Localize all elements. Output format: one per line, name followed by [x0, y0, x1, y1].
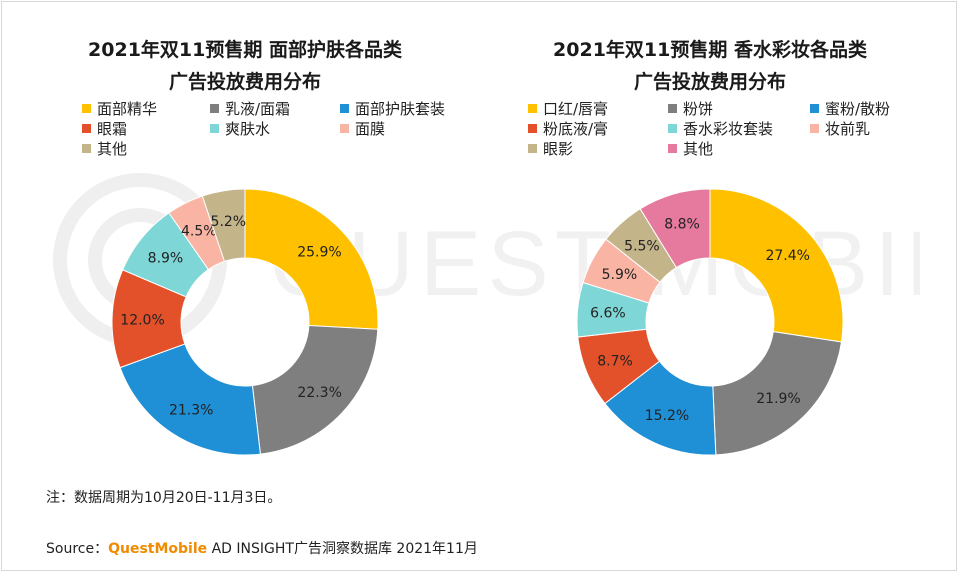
chart-1-title: 2021年双11预售期 面部护肤各品类 广告投放费用分布	[40, 34, 450, 98]
legend-swatch	[340, 124, 349, 133]
chart-1-title-line2: 广告投放费用分布	[168, 71, 321, 93]
footnote: 注：数据周期为10月20日-11月3日。	[46, 490, 282, 506]
donut-slice-1	[244, 188, 379, 330]
legend-item-2: 乳液/面霜	[210, 99, 290, 119]
data-label-6: 4.5%	[181, 224, 217, 240]
legend-label: 其他	[683, 140, 714, 158]
legend-item-1: 面部精华	[82, 99, 157, 119]
legend-item-2: 粉饼	[668, 99, 713, 119]
legend-item-8: 其他	[668, 139, 713, 159]
legend-swatch	[340, 104, 349, 113]
legend-item-4: 粉底液/膏	[528, 119, 608, 139]
legend-swatch	[810, 104, 819, 113]
chart-1-legend: 面部精华 乳液/面霜 面部护肤套装眼霜 爽肤水 面膜其他	[82, 99, 482, 161]
legend-label: 口红/唇膏	[543, 100, 609, 118]
legend-item-7: 其他	[82, 139, 127, 159]
legend-swatch	[810, 124, 819, 133]
legend-label: 面部精华	[97, 100, 158, 118]
data-label-5: 8.9%	[148, 250, 184, 266]
legend-swatch	[210, 124, 219, 133]
source-rest: AD INSIGHT广告洞察数据库 2021年11月	[207, 541, 478, 557]
data-label-3: 15.2%	[645, 408, 689, 424]
donut-slice-2	[251, 324, 379, 455]
legend-label: 眼影	[543, 140, 574, 158]
data-label-2: 22.3%	[297, 385, 341, 401]
source-prefix: Source：	[46, 541, 109, 557]
chart-1-title-line1: 2021年双11预售期 面部护肤各品类	[88, 39, 402, 61]
legend-swatch	[82, 144, 91, 153]
legend-label: 面部护肤套装	[355, 100, 446, 118]
data-label-8: 8.8%	[664, 216, 700, 232]
donut-slice-7	[201, 188, 246, 263]
legend-swatch	[528, 124, 537, 133]
legend-swatch	[668, 144, 677, 153]
donut-slice-8	[639, 188, 711, 269]
legend-swatch	[82, 104, 91, 113]
donut-slice-2	[712, 331, 843, 456]
legend-label: 眼霜	[97, 120, 128, 138]
data-label-4: 12.0%	[120, 312, 164, 328]
legend-item-7: 眼影	[528, 139, 573, 159]
chart-2-legend: 口红/唇膏 粉饼 蜜粉/散粉粉底液/膏 香水彩妆套装 妆前乳眼影 其他	[528, 99, 928, 161]
legend-label: 乳液/面霜	[225, 100, 291, 118]
data-label-6: 5.9%	[602, 267, 638, 283]
legend-label: 粉饼	[683, 100, 714, 118]
data-label-4: 8.7%	[597, 354, 633, 370]
legend-item-6: 妆前乳	[810, 119, 870, 139]
legend-swatch	[82, 124, 91, 133]
legend-item-4: 眼霜	[82, 119, 127, 139]
legend-label: 爽肤水	[225, 120, 271, 138]
donut-slice-1	[709, 188, 844, 343]
data-label-7: 5.2%	[211, 214, 247, 230]
legend-swatch	[210, 104, 219, 113]
chart-2-title-line2: 广告投放费用分布	[633, 71, 786, 93]
source-brand: QuestMobile	[108, 541, 208, 557]
data-label-7: 5.5%	[624, 238, 660, 254]
data-label-1: 25.9%	[297, 245, 341, 261]
legend-swatch	[668, 124, 677, 133]
legend-label: 香水彩妆套装	[683, 120, 774, 138]
legend-label: 面膜	[355, 120, 386, 138]
data-label-3: 21.3%	[169, 402, 213, 418]
data-label-1: 27.4%	[765, 248, 809, 264]
legend-item-3: 面部护肤套装	[340, 99, 445, 119]
source-line: Source：QuestMobile AD INSIGHT广告洞察数据库 202…	[46, 538, 478, 558]
donut-slice-3	[119, 343, 261, 456]
legend-item-5: 香水彩妆套装	[668, 119, 773, 139]
legend-item-6: 面膜	[340, 119, 385, 139]
legend-label: 其他	[97, 140, 128, 158]
legend-swatch	[668, 104, 677, 113]
chart-2-title: 2021年双11预售期 香水彩妆各品类 广告投放费用分布	[500, 34, 920, 98]
chart-2-title-line1: 2021年双11预售期 香水彩妆各品类	[553, 39, 867, 61]
data-label-5: 6.6%	[590, 305, 626, 321]
legend-item-5: 爽肤水	[210, 119, 270, 139]
legend-swatch	[528, 104, 537, 113]
legend-item-1: 口红/唇膏	[528, 99, 608, 119]
legend-label: 蜜粉/散粉	[825, 100, 891, 118]
legend-label: 粉底液/膏	[543, 120, 609, 138]
legend-label: 妆前乳	[825, 120, 871, 138]
legend-swatch	[528, 144, 537, 153]
legend-item-3: 蜜粉/散粉	[810, 99, 890, 119]
data-label-2: 21.9%	[756, 391, 800, 407]
